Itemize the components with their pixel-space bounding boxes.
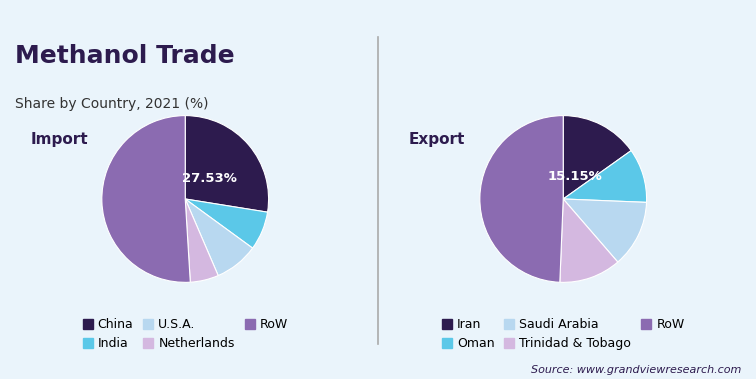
Wedge shape: [185, 116, 268, 212]
Wedge shape: [563, 150, 646, 202]
Wedge shape: [563, 116, 631, 199]
Wedge shape: [480, 116, 563, 282]
Wedge shape: [185, 199, 253, 276]
Legend: Iran, Oman, Saudi Arabia, Trinidad & Tobago, RoW: Iran, Oman, Saudi Arabia, Trinidad & Tob…: [437, 313, 689, 356]
Wedge shape: [563, 199, 646, 262]
Legend: China, India, U.S.A., Netherlands, RoW: China, India, U.S.A., Netherlands, RoW: [78, 313, 293, 356]
Wedge shape: [185, 199, 268, 248]
Wedge shape: [185, 199, 218, 282]
Text: Import: Import: [30, 132, 88, 147]
Text: Export: Export: [408, 132, 465, 147]
Text: 27.53%: 27.53%: [182, 172, 237, 185]
Wedge shape: [559, 199, 618, 282]
Text: Source: www.grandviewresearch.com: Source: www.grandviewresearch.com: [531, 365, 741, 376]
Text: Methanol Trade: Methanol Trade: [15, 44, 235, 68]
Wedge shape: [102, 116, 191, 282]
Text: 15.15%: 15.15%: [547, 170, 602, 183]
Text: Share by Country, 2021 (%): Share by Country, 2021 (%): [15, 97, 209, 111]
